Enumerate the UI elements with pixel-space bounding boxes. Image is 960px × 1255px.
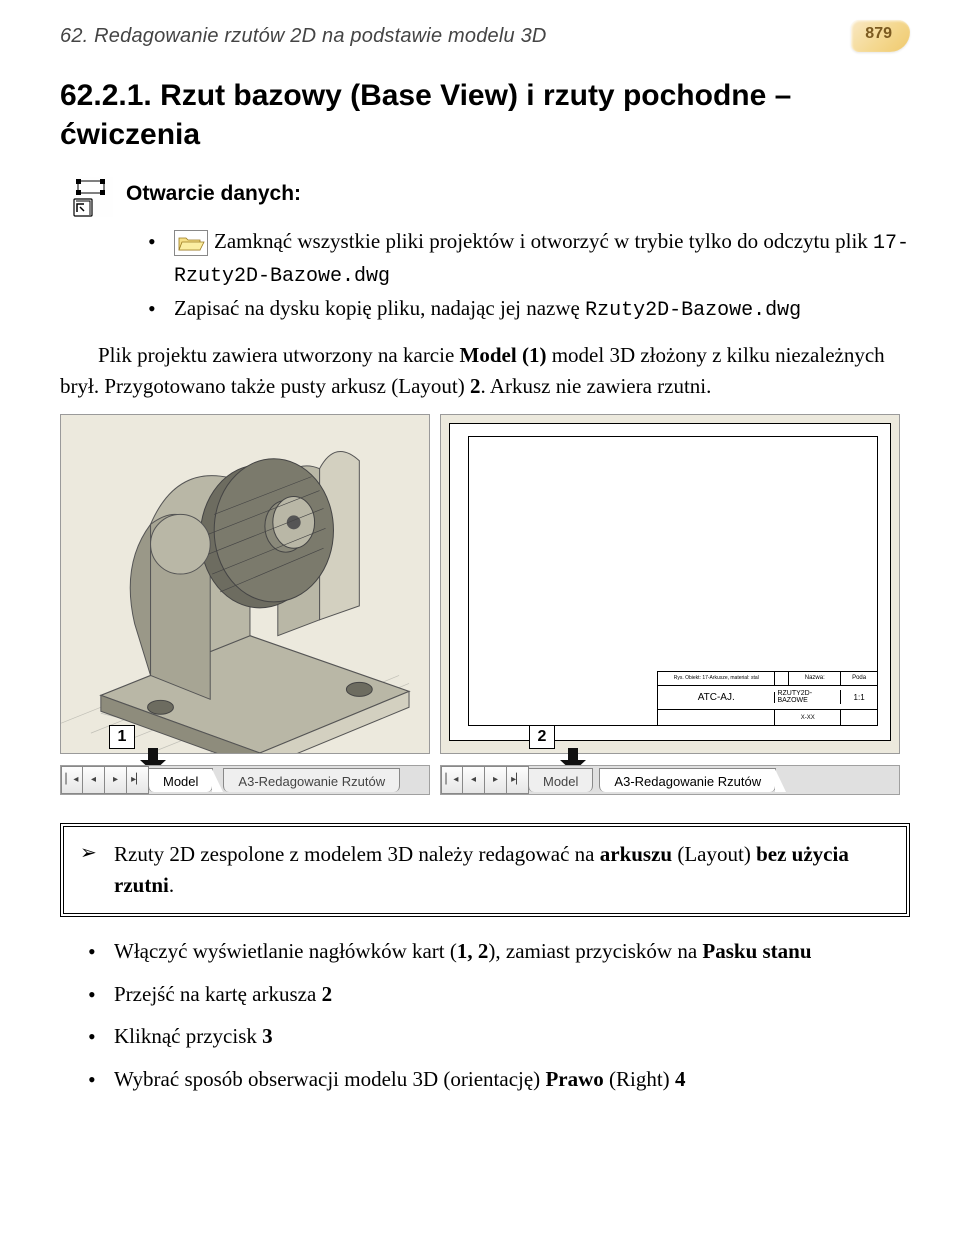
tab-nav-first[interactable]: ▏◂ [61,766,83,794]
layout-viewport: Rys. Obiekt: 17-Arkusze, material: stal … [440,414,900,754]
tab-nav-first[interactable]: ▏◂ [441,766,463,794]
note-pre: Rzuty 2D zespolone z modelem 3D należy r… [114,842,600,866]
paragraph-intro: Plik projektu zawiera utworzony na karci… [60,340,910,402]
b4-strong: Prawo [545,1067,603,1091]
b1-mid: ), zamiast przycisków na [488,939,702,963]
tab-model[interactable]: Model [528,768,593,792]
para-model: Model [460,343,517,367]
note-after: . [169,873,174,897]
bullet1-text: Zamknąć wszystkie pliki projektów i otwo… [214,229,873,253]
callout-1: 1 [109,725,135,749]
note-box: Rzuty 2D zespolone z modelem 3D należy r… [60,823,910,917]
bottom-item-4: Wybrać sposób obserwacji modelu 3D (orie… [88,1063,910,1096]
b3-num: 3 [262,1024,273,1048]
tb-name-lbl: Nazwa: [789,672,841,685]
b2-num: 2 [322,982,333,1006]
tb-center: ATC-AJ. [658,692,775,703]
note-strong1: arkuszu [600,842,672,866]
model-3d-drawing [61,415,429,753]
shortcut-icon [72,176,114,218]
para-part1: Plik projektu zawiera utworzony na karci… [98,343,460,367]
figure-right-column: Rys. Obiekt: 17-Arkusze, material: stal … [440,414,900,795]
tab-layout[interactable]: A3-Redagowanie Rzutów [599,768,776,792]
para-layoutnum: 2 [470,374,481,398]
tab-nav-next[interactable]: ▸ [105,766,127,794]
top-bullet-list: Zamknąć wszystkie pliki projektów i otwo… [148,226,910,326]
tb-scale-lbl: Poda [841,672,877,685]
tab-model-label: Model [543,774,578,789]
folder-open-icon [174,230,208,256]
b2-pre: Przejść na kartę arkusza [114,982,322,1006]
figure-block: 1 ▏◂ ◂ ▸ ▸▏ Model A3-Redagowanie Rzutów … [60,414,910,795]
tab-nav-next[interactable]: ▸ [485,766,507,794]
tb-rev: X-XX [775,710,841,726]
para-part3: . Arkusz nie zawiera rzutni. [480,374,711,398]
model-viewport: 1 [60,414,430,754]
bullet-item-open: Zamknąć wszystkie pliki projektów i otwo… [148,226,910,291]
tab-layout-label: A3-Redagowanie Rzutów [238,774,385,789]
tb-topleft: Rys. Obiekt: 17-Arkusze, material: stal [658,672,775,685]
tab-nav-prev[interactable]: ◂ [83,766,105,794]
b4-paren: (Right) [604,1067,675,1091]
layout-sheet: Rys. Obiekt: 17-Arkusze, material: stal … [449,423,891,741]
tab-model[interactable]: Model [148,768,213,792]
tb-name: RZUTY2D-BAZOWE [775,690,841,704]
figure-left-column: 1 ▏◂ ◂ ▸ ▸▏ Model A3-Redagowanie Rzutów [60,414,430,795]
b4-pre: Wybrać sposób obserwacji modelu 3D (orie… [114,1067,545,1091]
bullet-item-save: Zapisać na dysku kopię pliku, nadając je… [148,293,910,326]
titleblock: Rys. Obiekt: 17-Arkusze, material: stal … [657,671,877,725]
b1-strong: Pasku stanu [702,939,811,963]
b1-nums: 1, 2 [457,939,489,963]
para-modelref: (1) [517,343,547,367]
callout-2: 2 [529,725,555,749]
note-mid: (Layout) [672,842,756,866]
layout-frame: Rys. Obiekt: 17-Arkusze, material: stal … [468,436,878,726]
b4-num: 4 [675,1067,686,1091]
b3-pre: Kliknąć przycisk [114,1024,262,1048]
running-title: 62. Redagowanie rzutów 2D na podstawie m… [60,25,547,48]
page-number: 879 [865,25,892,43]
model-tabs-bar: ▏◂ ◂ ▸ ▸▏ Model A3-Redagowanie Rzutów [60,765,430,795]
bottom-item-3: Kliknąć przycisk 3 [88,1020,910,1053]
opening-label: Otwarcie danych: [126,182,301,206]
tab-layout[interactable]: A3-Redagowanie Rzutów [223,768,400,792]
bottom-item-2: Przejść na kartę arkusza 2 [88,978,910,1011]
b1-pre: Włączyć wyświetlanie nagłówków kart ( [114,939,457,963]
bullet2-text: Zapisać na dysku kopię pliku, nadając je… [174,296,585,320]
bottom-item-1: Włączyć wyświetlanie nagłówków kart (1, … [88,935,910,968]
tab-nav-last[interactable]: ▸▏ [127,766,149,794]
layout-tabs-bar: ▏◂ ◂ ▸ ▸▏ Model A3-Redagowanie Rzutów [440,765,900,795]
opening-row: Otwarcie danych: [72,176,910,218]
section-heading: 62.2.1. Rzut bazowy (Base View) i rzuty … [60,76,910,154]
page-number-badge: 879 [851,20,910,52]
tb-scale: 1:1 [841,693,877,702]
tab-nav-last[interactable]: ▸▏ [507,766,529,794]
note-text: Rzuty 2D zespolone z modelem 3D należy r… [80,839,890,901]
bullet2-code: Rzuty2D-Bazowe.dwg [585,299,801,322]
tab-model-label: Model [163,774,198,789]
tab-nav-prev[interactable]: ◂ [463,766,485,794]
tab-layout-label: A3-Redagowanie Rzutów [614,774,761,789]
bottom-bullet-list: Włączyć wyświetlanie nagłówków kart (1, … [88,935,910,1095]
running-header: 62. Redagowanie rzutów 2D na podstawie m… [60,20,910,52]
